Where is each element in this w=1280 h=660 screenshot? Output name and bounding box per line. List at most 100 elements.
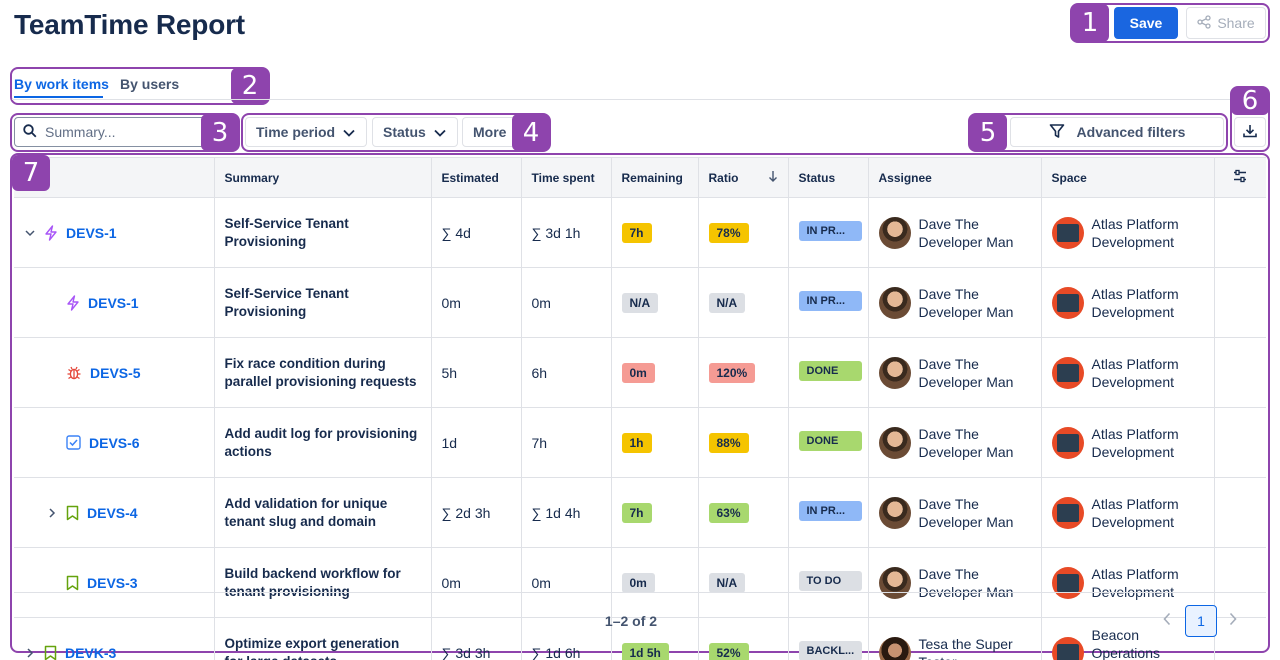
space-icon — [1051, 216, 1084, 249]
assignee-cell: Dave The Developer Man — [868, 267, 1042, 338]
remaining-cell: 1h — [611, 407, 699, 478]
assignee-name: Dave The Developer Man — [918, 285, 1014, 320]
estimated-cell: 5h — [431, 337, 522, 408]
remaining-pill: 0m — [621, 572, 655, 593]
time-period-filter[interactable]: Time period — [245, 117, 367, 147]
status-filter-label: Status — [383, 124, 426, 140]
column-header-space[interactable]: Space — [1041, 157, 1215, 198]
column-header-time-spent[interactable]: Time spent — [521, 157, 612, 198]
column-header-summary[interactable]: Summary — [214, 157, 432, 198]
chevron-down-icon[interactable] — [24, 229, 36, 237]
issue-key-link[interactable]: DEVS-5 — [90, 364, 141, 381]
status-cell: TO DO — [788, 547, 869, 618]
status-cell: IN PR... — [788, 477, 869, 548]
issue-key-link[interactable]: DEVS-1 — [66, 224, 117, 241]
save-button[interactable]: Save — [1114, 7, 1178, 39]
filter-funnel-icon — [1049, 123, 1065, 142]
epic-icon — [44, 224, 58, 241]
estimated-cell: ∑ 3d 3h — [431, 617, 522, 660]
time-spent-cell: 0m — [521, 547, 612, 618]
table-row[interactable]: DEVS-4 Add validation for unique tenant … — [14, 477, 1266, 548]
assignee-cell: Dave The Developer Man — [868, 197, 1042, 268]
ratio-cell: 52% — [698, 617, 789, 660]
space-name: Atlas Platform Development — [1091, 495, 1179, 530]
page-button-1[interactable]: 1 — [1185, 605, 1217, 637]
story-icon — [66, 575, 79, 591]
assignee-cell: Tesa the Super Tester — [868, 617, 1042, 660]
avatar — [878, 216, 911, 249]
epic-icon — [66, 294, 80, 311]
callout-badge-2: 2 — [231, 68, 269, 104]
key-cell: DEVK-3 — [14, 617, 215, 660]
table-row[interactable]: DEVS-1 Self-Service Tenant Provisioning … — [14, 197, 1266, 268]
callout-badge-6: 6 — [1231, 86, 1269, 116]
table-row[interactable]: DEVS-3 Build backend workflow for tenant… — [14, 547, 1266, 618]
table-row[interactable]: DEVS-1 Self-Service Tenant Provisioning … — [14, 267, 1266, 338]
summary-cell: Optimize export generation for large dat… — [214, 617, 432, 660]
table-row[interactable]: DEVK-3 Optimize export generation for la… — [14, 617, 1266, 660]
download-icon — [1242, 123, 1258, 142]
key-cell: DEVS-5 — [14, 337, 215, 408]
remaining-pill: 1h — [621, 432, 652, 453]
avatar — [878, 426, 911, 459]
column-header-status[interactable]: Status — [788, 157, 869, 198]
remaining-cell: 0m — [611, 547, 699, 618]
column-settings-icon[interactable] — [1232, 168, 1248, 184]
estimated-cell: 0m — [431, 267, 522, 338]
column-header-ratio[interactable]: Ratio — [698, 157, 789, 198]
share-button[interactable]: Share — [1186, 7, 1266, 39]
bug-icon — [66, 365, 82, 381]
row-actions-cell — [1214, 407, 1266, 478]
active-tab-indicator — [14, 96, 103, 98]
issue-key-link[interactable]: DEVS-1 — [88, 294, 139, 311]
chevron-right-icon[interactable] — [24, 647, 36, 658]
summary-cell: Self-Service Tenant Provisioning — [214, 197, 432, 268]
time-spent-cell: ∑ 3d 1h — [521, 197, 612, 268]
issue-key-link[interactable]: DEVS-6 — [89, 434, 140, 451]
tab-by-work-items[interactable]: By work items — [14, 76, 109, 92]
remaining-cell: 0m — [611, 337, 699, 408]
issue-key-link[interactable]: DEVS-3 — [87, 574, 138, 591]
download-button[interactable] — [1234, 117, 1266, 147]
summary-cell: Add validation for unique tenant slug an… — [214, 477, 432, 548]
remaining-pill: N/A — [621, 292, 659, 313]
column-header-remaining[interactable]: Remaining — [611, 157, 699, 198]
key-cell: DEVS-3 — [14, 547, 215, 618]
ratio-pill: 78% — [708, 222, 749, 243]
tab-divider — [12, 99, 1268, 100]
key-cell: DEVS-1 — [14, 267, 215, 338]
space-icon — [1051, 496, 1084, 529]
table-row[interactable]: DEVS-5 Fix race condition during paralle… — [14, 337, 1266, 408]
chevron-right-icon[interactable] — [46, 507, 58, 518]
space-icon — [1051, 356, 1084, 389]
ratio-pill: 52% — [708, 642, 749, 660]
table-row[interactable]: DEVS-6 Add audit log for provisioning ac… — [14, 407, 1266, 478]
assignee-name: Dave The Developer Man — [918, 355, 1014, 390]
space-cell: Atlas Platform Development — [1041, 197, 1215, 268]
next-page-icon[interactable] — [1228, 612, 1238, 631]
column-header-assignee[interactable]: Assignee — [868, 157, 1042, 198]
search-input[interactable] — [45, 124, 185, 140]
issue-key-link[interactable]: DEVK-3 — [65, 644, 117, 660]
advanced-filters-button[interactable]: Advanced filters — [1010, 117, 1224, 147]
estimated-cell: ∑ 4d — [431, 197, 522, 268]
status-badge: TO DO — [798, 571, 862, 591]
tab-by-users[interactable]: By users — [120, 76, 180, 92]
pagination-summary: 1–2 of 2 — [604, 613, 658, 629]
remaining-cell: 7h — [611, 477, 699, 548]
status-badge: IN PR... — [798, 221, 862, 241]
ratio-cell: N/A — [698, 267, 789, 338]
remaining-pill: 7h — [621, 502, 652, 523]
status-cell: BACKL... — [788, 617, 869, 660]
status-badge: DONE — [798, 431, 862, 451]
space-cell: Atlas Platform Development — [1041, 547, 1215, 618]
issue-key-link[interactable]: DEVS-4 — [87, 504, 138, 521]
status-filter[interactable]: Status — [372, 117, 458, 147]
time-spent-cell: 0m — [521, 267, 612, 338]
ratio-cell: 88% — [698, 407, 789, 478]
prev-page-icon[interactable] — [1162, 612, 1172, 631]
space-name: Beacon Operations Delivery — [1091, 626, 1160, 660]
ratio-pill: 88% — [708, 432, 749, 453]
column-header-estimated[interactable]: Estimated — [431, 157, 522, 198]
page-title: TeamTime Report — [14, 9, 245, 40]
